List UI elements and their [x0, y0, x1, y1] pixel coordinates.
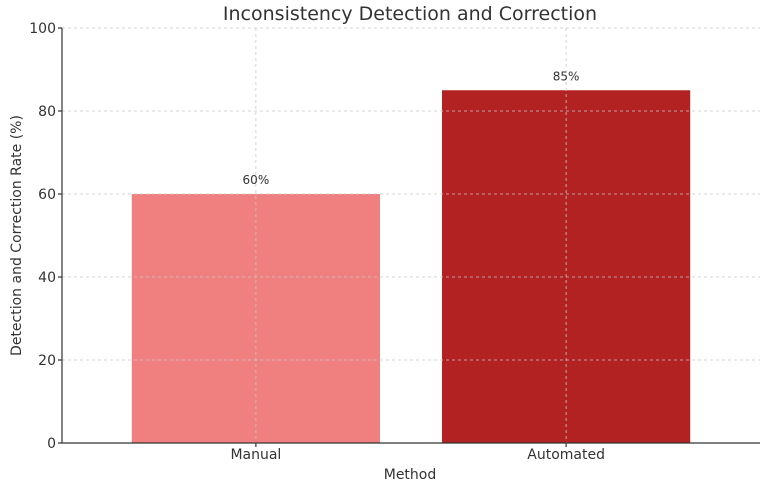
data-label: 60% [243, 173, 270, 187]
chart-title: Inconsistency Detection and Correction [223, 3, 597, 25]
y-tick-label: 40 [38, 270, 56, 286]
x-tick-label: Automated [527, 447, 605, 463]
bars [131, 90, 691, 443]
y-tick-label: 0 [47, 436, 56, 452]
x-axis-ticks: Manual Automated [230, 443, 605, 463]
x-axis-label: Method [384, 467, 437, 483]
data-labels: 60% 85% [243, 69, 580, 187]
y-axis-ticks: 0 20 40 60 80 100 [29, 21, 62, 452]
y-axis-label: Detection and Correction Rate (%) [9, 115, 25, 356]
x-tick-label: Manual [230, 447, 281, 463]
y-tick-label: 80 [38, 104, 56, 120]
y-tick-label: 20 [38, 353, 56, 369]
data-label: 85% [553, 69, 580, 83]
y-tick-label: 60 [38, 187, 56, 203]
y-tick-label: 100 [29, 21, 56, 37]
